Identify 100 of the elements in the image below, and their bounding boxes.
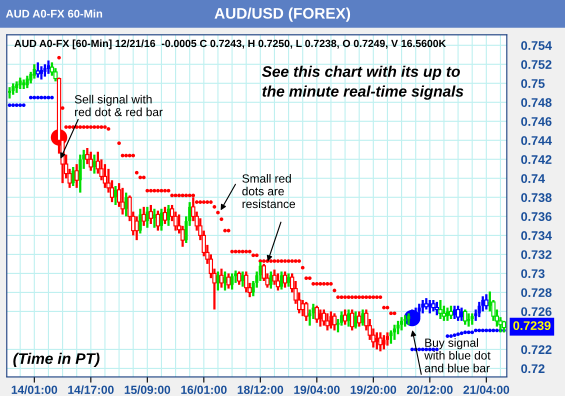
point xyxy=(456,332,460,336)
candlestick xyxy=(361,308,364,327)
candlestick xyxy=(314,304,319,324)
candlestick xyxy=(12,82,15,96)
x-tick-label: 19/04:00 xyxy=(294,385,340,394)
candlestick xyxy=(138,208,142,235)
point xyxy=(40,96,44,100)
y-tick-label: 0.72 xyxy=(521,364,545,374)
point xyxy=(46,96,50,100)
candlestick xyxy=(308,308,312,327)
candlestick xyxy=(124,192,128,218)
candlestick xyxy=(382,334,386,351)
annotation: Small red dots are resistance xyxy=(242,174,296,208)
text: AUD A0-FX 60-Min xyxy=(6,9,102,18)
candlestick xyxy=(134,215,139,242)
point xyxy=(460,331,464,336)
candlestick xyxy=(456,304,460,322)
candlestick xyxy=(438,298,443,320)
candlestick xyxy=(18,76,22,90)
point xyxy=(480,328,485,332)
x-tick-label: 14/01:00 xyxy=(12,385,58,394)
point xyxy=(463,330,467,334)
point xyxy=(11,103,15,108)
point xyxy=(8,103,12,108)
candlestick xyxy=(304,300,308,322)
y-tick-label: 0.752 xyxy=(521,60,552,69)
candlestick xyxy=(72,166,75,188)
y-tick-label: 0.73 xyxy=(521,269,545,278)
x-tick-label: 19/20:00 xyxy=(350,385,396,394)
point xyxy=(28,96,33,100)
point xyxy=(484,328,488,332)
candlestick xyxy=(269,270,273,290)
candlestick xyxy=(78,153,82,194)
annotation: (Time in PT) xyxy=(13,352,100,368)
candlestick xyxy=(74,162,79,189)
y-tick-label: 0.75 xyxy=(521,79,545,88)
point xyxy=(477,328,482,332)
candlestick xyxy=(342,308,348,326)
y-tick-label: 0.722 xyxy=(521,345,552,354)
candlestick xyxy=(322,308,326,327)
x-tick-label: 20/12:00 xyxy=(406,385,453,394)
candlestick xyxy=(460,306,464,322)
candlestick xyxy=(470,312,474,326)
y-tick-label: 0.738 xyxy=(521,193,552,202)
point xyxy=(446,334,450,338)
point xyxy=(420,348,425,352)
candlestick xyxy=(146,206,149,229)
candlestick xyxy=(244,270,248,294)
candlestick xyxy=(230,272,234,291)
candlestick xyxy=(386,331,390,347)
candlestick xyxy=(148,204,153,226)
candlestick xyxy=(282,270,288,289)
y-tick-label: 0.734 xyxy=(521,231,552,240)
candlestick xyxy=(40,65,43,81)
candlestick xyxy=(434,300,440,316)
candlestick xyxy=(160,208,164,232)
point xyxy=(466,330,471,334)
candlestick xyxy=(216,270,220,292)
candlestick xyxy=(26,74,29,90)
point xyxy=(495,328,499,332)
candlestick xyxy=(114,184,118,206)
candlestick xyxy=(481,295,484,313)
candlestick xyxy=(325,312,330,332)
candlestick xyxy=(102,162,108,189)
chart-subtitle: AUD A0-FX [60-Min] 12/21/16 -0.0005 C 0.7243, H 0.7250, L 0.7238, O 0.7249, V 16.5600K xyxy=(14,39,446,50)
candlestick xyxy=(236,270,242,286)
x-tick-label: 15/09:00 xyxy=(124,385,170,394)
candlestick xyxy=(43,63,47,78)
text: 0.7239 xyxy=(513,321,551,330)
candlestick xyxy=(354,310,358,330)
candlestick xyxy=(166,204,170,227)
candlestick xyxy=(286,272,290,288)
candlestick xyxy=(462,308,468,326)
point xyxy=(410,348,414,352)
point xyxy=(18,103,22,108)
candlestick xyxy=(156,210,160,232)
candlestick xyxy=(332,312,337,332)
point xyxy=(36,96,40,100)
point xyxy=(50,96,54,100)
y-tick-label: 0.744 xyxy=(521,136,552,145)
candlestick xyxy=(226,272,231,290)
candlestick xyxy=(223,270,227,292)
candlestick xyxy=(431,298,436,313)
candlestick xyxy=(378,331,383,352)
candlestick xyxy=(162,206,168,226)
candlestick xyxy=(152,208,156,229)
candlestick xyxy=(15,80,18,94)
candlestick xyxy=(241,270,244,288)
candlestick xyxy=(404,314,407,328)
y-tick-label: 0.742 xyxy=(521,155,552,164)
point xyxy=(452,333,456,338)
candlestick xyxy=(446,306,450,322)
point xyxy=(449,334,453,338)
point xyxy=(43,96,47,100)
y-tick-label: 0.728 xyxy=(521,288,552,298)
y-tick-label: 0.732 xyxy=(521,250,552,260)
candlestick xyxy=(142,206,146,227)
candlestick xyxy=(120,186,125,216)
candlestick xyxy=(347,308,350,328)
candlestick xyxy=(32,63,36,80)
